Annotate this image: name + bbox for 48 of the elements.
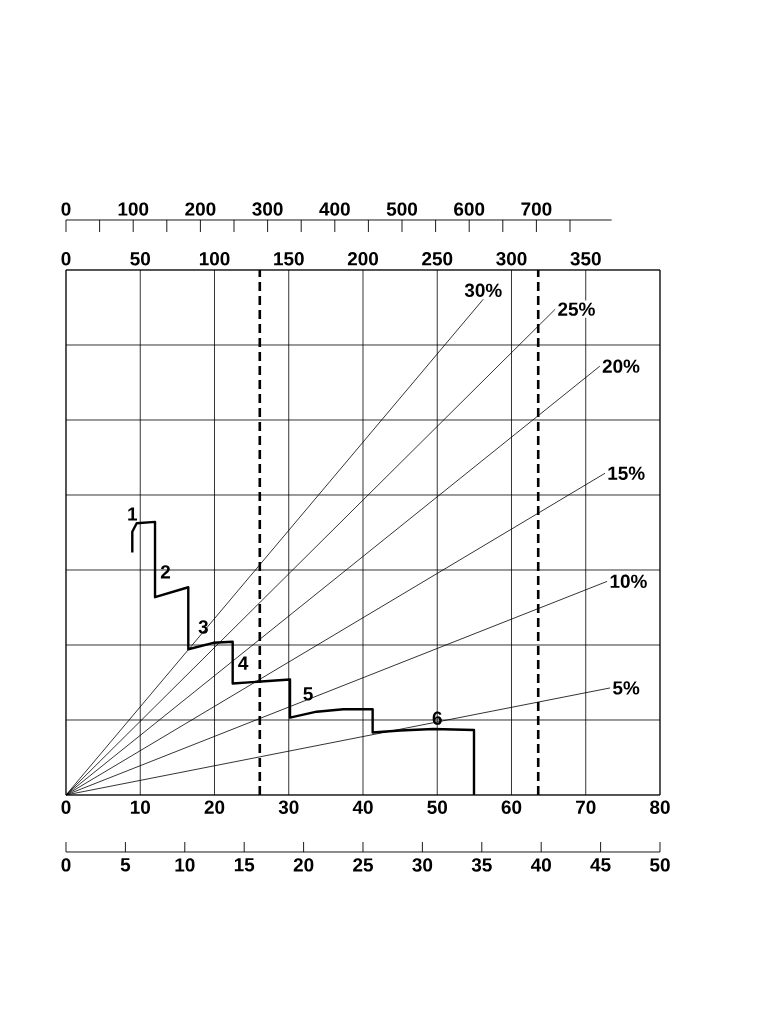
text: 15 <box>234 858 255 872</box>
text: 500 <box>386 202 418 216</box>
series-label: 10% <box>610 574 647 589</box>
text: 200 <box>185 202 216 216</box>
annotation: 3 <box>198 620 208 634</box>
text: 300 <box>252 202 283 216</box>
annotation: 1 <box>128 507 138 521</box>
text: 600 <box>454 202 485 216</box>
text: 35 <box>471 858 492 872</box>
text: 40 <box>530 858 551 872</box>
text: 700 <box>521 202 552 216</box>
text: 5 <box>120 858 131 872</box>
x2-tick-label: 200 <box>347 252 379 266</box>
x-tick-label: 20 <box>204 800 225 814</box>
text: 0 <box>61 202 71 216</box>
series-label: 15% <box>608 466 645 480</box>
x-tick-label: 40 <box>352 800 373 814</box>
x-tick-label: 80 <box>650 800 670 814</box>
x-tick-label: 50 <box>427 800 447 814</box>
series-label: 25% <box>558 302 595 316</box>
annotation: 5 <box>303 687 313 701</box>
text: 45 <box>590 858 611 872</box>
series-label: 30% <box>464 283 502 298</box>
text: 20 <box>293 858 314 872</box>
x-tick-label: 10 <box>130 800 150 814</box>
annotation: 6 <box>432 711 442 725</box>
x-tick-label: 0 <box>61 800 71 814</box>
series-label: 20% <box>602 359 640 373</box>
x2-tick-label: 50 <box>130 252 150 266</box>
x2-tick-label: 250 <box>422 252 453 266</box>
annotation: 4 <box>238 656 249 670</box>
annotation: 2 <box>160 565 170 579</box>
text: 100 <box>118 202 149 216</box>
text: 25 <box>353 858 373 872</box>
text: 50 <box>650 858 670 872</box>
text: 400 <box>319 202 350 216</box>
x2-tick-label: 100 <box>199 252 230 266</box>
x-tick-label: 70 <box>576 800 596 814</box>
x-tick-label: 60 <box>501 800 522 814</box>
x-tick-label: 30 <box>278 800 299 814</box>
x2-tick-label: 350 <box>570 252 601 266</box>
text: 0 <box>61 858 71 872</box>
text: 30 <box>412 858 433 872</box>
text: 10 <box>175 858 195 872</box>
x2-tick-label: 300 <box>496 252 527 266</box>
series-label: 5% <box>613 681 640 695</box>
x2-tick-label: 150 <box>274 252 304 266</box>
x2-tick-label: 0 <box>61 252 71 266</box>
